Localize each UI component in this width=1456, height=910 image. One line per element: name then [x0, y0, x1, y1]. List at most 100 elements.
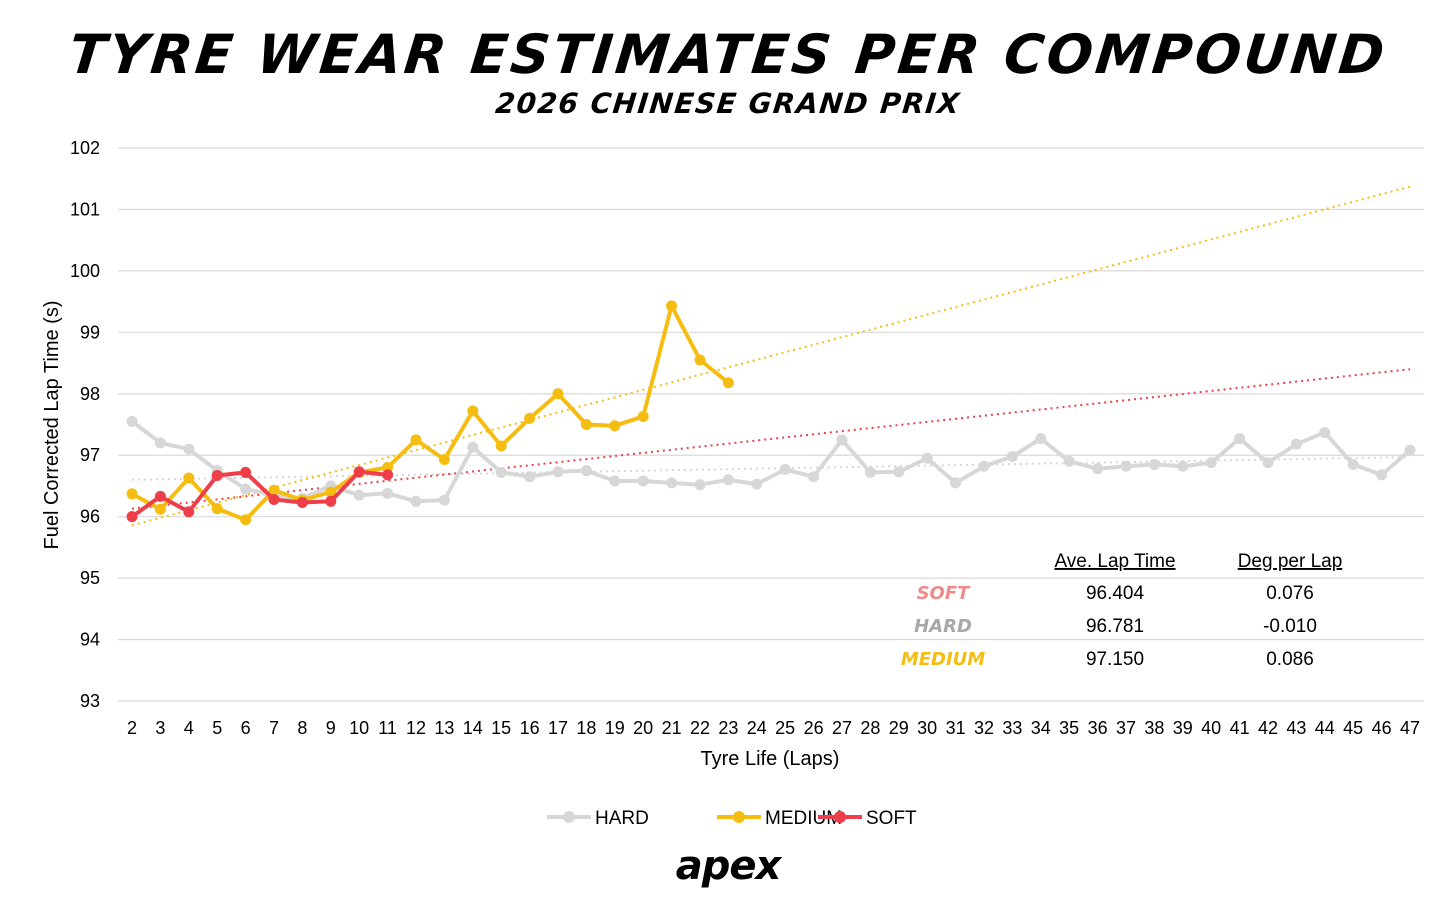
x-tick-label: 46 [1372, 718, 1392, 738]
data-point-medium [495, 440, 507, 452]
data-point-hard [722, 474, 734, 486]
legend-item-soft: SOFT [818, 808, 917, 829]
stats-header-avg: Ave. Lap Time [1054, 551, 1175, 572]
y-axis-ticks: 93 94 95 96 97 98 99 100 101 102 [70, 138, 100, 711]
data-point-hard [1092, 463, 1104, 475]
data-point-hard [637, 475, 649, 487]
stats-label-medium: MEDIUM [901, 649, 985, 670]
legend-swatch-marker [834, 811, 846, 823]
data-point-medium [410, 434, 422, 446]
data-point-hard [864, 466, 876, 478]
x-tick-label: 16 [520, 718, 540, 738]
data-point-hard [666, 477, 678, 489]
data-point-medium [467, 405, 479, 417]
data-point-hard [609, 475, 621, 487]
data-point-hard [495, 466, 507, 478]
data-point-medium [154, 503, 166, 515]
x-tick-label: 31 [946, 718, 966, 738]
data-point-soft [240, 466, 252, 478]
data-point-hard [126, 415, 138, 427]
data-point-soft [183, 506, 195, 518]
x-axis-title: Tyre Life (Laps) [701, 748, 840, 770]
data-point-medium [609, 420, 621, 432]
data-point-medium [524, 412, 536, 424]
data-point-hard [240, 483, 252, 495]
data-point-hard [154, 437, 166, 449]
x-tick-label: 7 [269, 718, 279, 738]
legend-label: HARD [595, 808, 649, 829]
data-point-soft [353, 466, 365, 478]
data-point-medium [268, 484, 280, 496]
x-tick-label: 5 [212, 718, 222, 738]
x-tick-label: 34 [1031, 718, 1051, 738]
stats-label-soft: SOFT [917, 583, 972, 604]
data-point-hard [893, 466, 905, 478]
data-point-hard [1234, 433, 1246, 445]
series-line-medium [131, 303, 730, 522]
x-tick-label: 43 [1286, 718, 1306, 738]
stats-header-deg: Deg per Lap [1238, 551, 1343, 572]
y-tick-label: 101 [70, 199, 100, 219]
y-tick-label: 100 [70, 261, 100, 281]
data-point-soft [296, 497, 308, 509]
data-point-hard [183, 443, 195, 455]
x-axis-ticks: 2 3 4 5 6 7 8 9 10 11 12 13 14 15 16 17 18 19 20 21 22 23 24 25… [127, 718, 1420, 738]
x-tick-label: 11 [378, 718, 397, 738]
data-point-hard [950, 477, 962, 489]
data-point-hard [808, 471, 820, 483]
x-tick-label: 24 [747, 718, 767, 738]
data-point-hard [1404, 444, 1416, 456]
x-tick-label: 3 [155, 718, 165, 738]
data-point-medium [552, 388, 564, 400]
x-tick-label: 47 [1400, 718, 1420, 738]
stats-deg-soft: 0.076 [1266, 583, 1314, 604]
y-tick-label: 96 [80, 507, 100, 527]
x-tick-label: 2 [127, 718, 137, 738]
x-tick-label: 14 [463, 718, 483, 738]
x-tick-label: 44 [1315, 718, 1335, 738]
data-point-hard [1319, 426, 1331, 438]
data-point-medium [325, 486, 337, 498]
data-point-medium [637, 411, 649, 423]
data-point-hard [1120, 460, 1132, 472]
data-point-hard [580, 465, 592, 477]
x-tick-label: 28 [860, 718, 880, 738]
legend: HARD MEDIUM SOFT [547, 808, 917, 829]
x-tick-label: 23 [718, 718, 738, 738]
x-tick-label: 9 [326, 718, 336, 738]
legend-swatch-marker [563, 811, 575, 823]
data-point-medium [438, 454, 450, 466]
data-point-medium [722, 377, 734, 389]
x-tick-label: 33 [1002, 718, 1022, 738]
y-tick-label: 95 [80, 568, 100, 588]
trendline-medium [131, 185, 1411, 527]
stats-label-hard: HARD [914, 616, 972, 637]
data-point-hard [694, 479, 706, 491]
x-tick-label: 37 [1116, 718, 1136, 738]
y-tick-label: 98 [80, 384, 100, 404]
x-tick-label: 6 [241, 718, 251, 738]
trendlines [131, 185, 1411, 527]
x-tick-label: 27 [832, 718, 852, 738]
legend-item-hard: HARD [547, 808, 649, 829]
x-tick-label: 4 [184, 718, 194, 738]
x-tick-label: 32 [974, 718, 994, 738]
data-point-soft [268, 493, 280, 505]
data-point-hard [751, 478, 763, 490]
legend-item-medium: MEDIUM [717, 808, 842, 829]
data-point-soft [126, 511, 138, 523]
data-point-hard [1290, 438, 1302, 450]
series-line-soft [130, 469, 388, 519]
x-tick-label: 22 [690, 718, 710, 738]
stats-deg-medium: 0.086 [1266, 649, 1314, 670]
x-tick-label: 30 [917, 718, 937, 738]
data-point-hard [438, 494, 450, 506]
trendline-soft [131, 368, 1411, 510]
data-point-medium [694, 354, 706, 366]
x-tick-label: 17 [548, 718, 568, 738]
data-point-hard [1063, 455, 1075, 467]
data-point-hard [921, 452, 933, 464]
y-tick-label: 97 [80, 445, 100, 465]
y-axis-title: Fuel Corrected Lap Time (s) [41, 301, 63, 550]
